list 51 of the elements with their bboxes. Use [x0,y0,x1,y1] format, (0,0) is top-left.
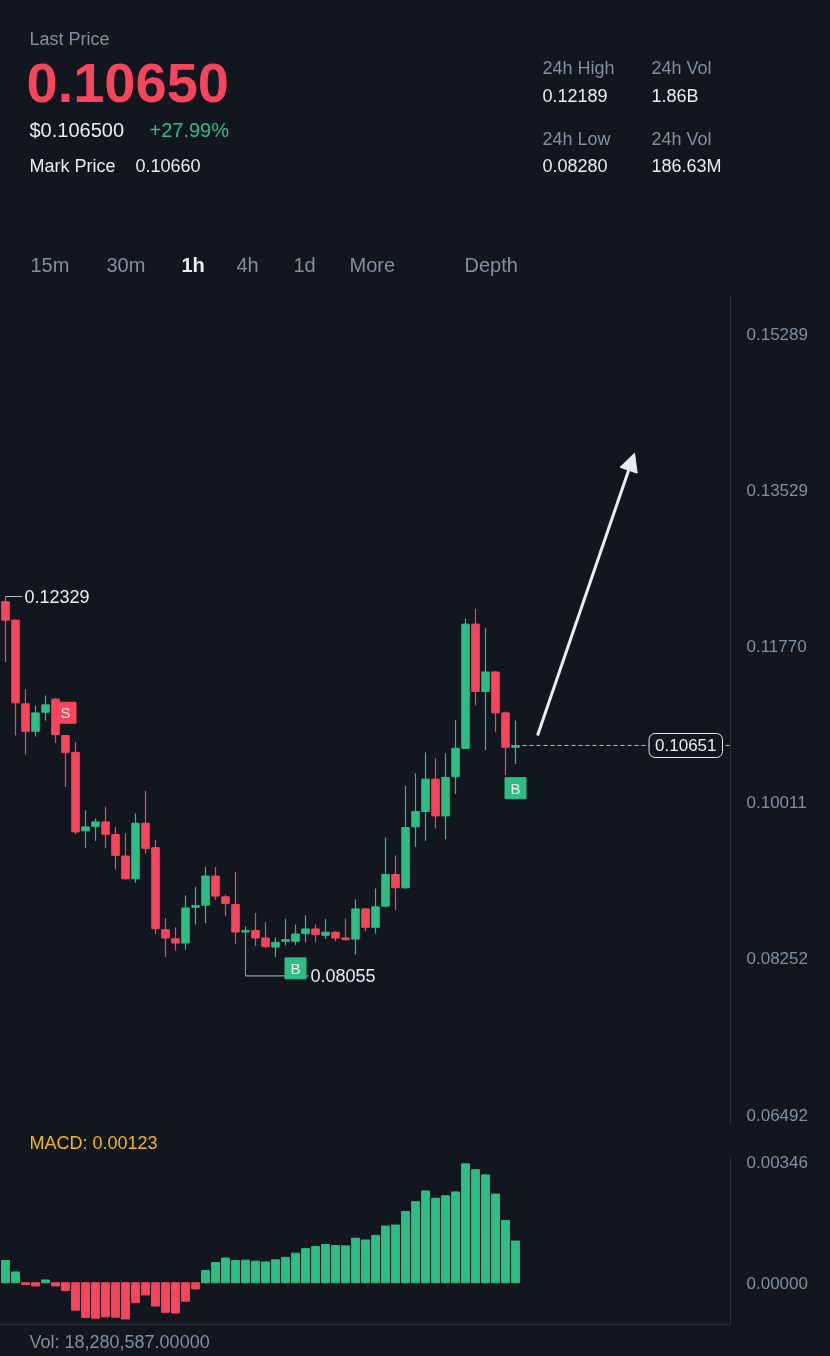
text: 186.63M [651,155,722,176]
candlestick [361,907,370,932]
y-tick-label: 0.00346 [746,1153,808,1173]
annotation: 0.08055 [310,966,376,987]
data-label: B [510,779,521,797]
text: 0.08280 [542,156,608,176]
ref-line-label: 0.10651 [655,736,717,756]
y-tick-label: 0.08252 [746,949,808,969]
candlestick [251,912,260,947]
candlestick [511,719,520,765]
text: Vol: 18,280,587.00000 [29,1331,210,1352]
candlestick [241,925,250,977]
data-label: S [60,704,71,722]
text: 24h Vol [651,128,712,149]
text: 0.10660 [135,156,201,176]
candlestick [321,918,330,940]
text: $0.106500 [29,118,125,141]
y-tick-label: 0.06492 [746,1105,808,1125]
text: +27.99% [149,118,230,141]
y-tick-label: 0.10011 [746,793,807,813]
candlestick [271,936,280,958]
text: 4h [236,253,259,276]
y-tick-label: 0.11770 [746,637,807,657]
candlestick [301,914,310,943]
text: Depth [464,253,518,276]
text: 1d [293,253,316,276]
text: Last Price [29,28,110,49]
text: 24h Vol [651,57,712,78]
y-tick-label: 0.00000 [746,1273,808,1293]
y-tick-label: 0.13529 [746,481,808,500]
candlestick [121,832,130,881]
candlestick [391,854,400,911]
text: More [349,253,396,276]
annotation: 0.12329 [24,587,90,608]
candlestick [261,921,270,949]
candlestick [171,926,180,952]
y-tick-label: 0.15289 [746,324,808,344]
text: 24h Low [542,128,612,149]
text: 1.86B [651,85,699,106]
text: 0.12189 [542,86,608,106]
text: Mark Price [29,155,116,176]
candlestick [161,917,170,958]
chart-title: MACD: 0.00123 [29,1132,158,1153]
text: 30m [106,253,146,276]
candlestick [481,627,490,751]
text: 1h [181,253,205,276]
text: 24h High [542,57,615,78]
bar [41,1279,50,1284]
data-label: B [290,959,301,977]
text: 15m [30,253,70,276]
text: 0.10650 [26,50,229,114]
